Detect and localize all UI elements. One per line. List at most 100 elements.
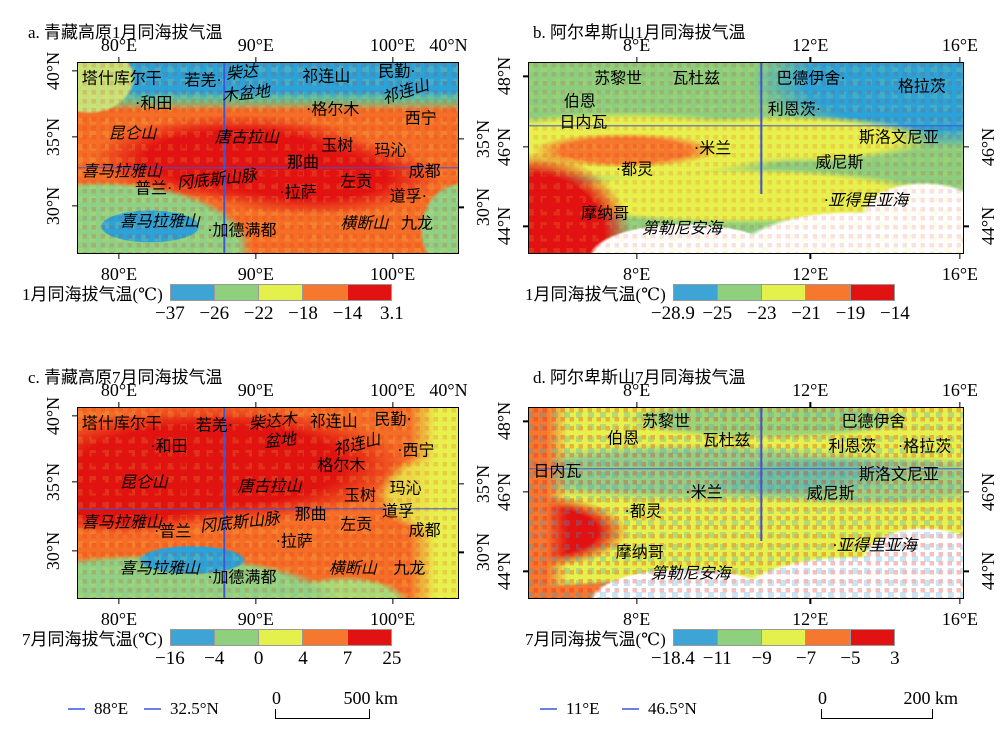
place-label: 道孚 <box>382 503 415 521</box>
lon-tick-label: 8°E <box>623 380 651 400</box>
place-label: 玛沁 <box>374 142 407 160</box>
axis-tick <box>118 402 120 408</box>
colorbar-segment <box>259 285 304 300</box>
blue-line-icon <box>540 707 557 711</box>
place-label: 日内瓦 <box>559 114 608 132</box>
scale-start-label: 0 <box>272 688 281 708</box>
place-label: ·普兰 <box>154 523 192 541</box>
colorbar-tick-value: −19 <box>835 303 866 324</box>
lon-tick-label: 16°E <box>941 35 979 55</box>
colorbar-tick-value: 3.1 <box>379 303 404 324</box>
place-label: 柴达 <box>225 63 259 84</box>
colorbar-segment <box>718 630 763 645</box>
axis-tick <box>523 75 529 77</box>
colorbar-tick-value: 25 <box>382 648 402 669</box>
axis-tick <box>963 490 969 493</box>
place-label: 伯恩 <box>607 430 640 448</box>
place-label: ·亚得里亚海 <box>832 537 917 555</box>
axis-tick <box>959 402 961 408</box>
place-label: 喜马拉雅山 <box>119 560 200 578</box>
lat-tick-label: 35°N <box>473 464 493 504</box>
lat-tick-label: 48°N <box>494 402 514 441</box>
colorbar-ticks: −16 −4 0 4 7 25 <box>155 646 401 672</box>
lon-tick-label: 8°E <box>623 264 651 284</box>
axis-tick <box>72 69 78 72</box>
crosshair-vertical-line <box>223 408 225 598</box>
axis-tick <box>458 483 464 485</box>
colorbar-tick-value: 3 <box>890 648 900 669</box>
place-label: 威尼斯 <box>815 154 864 172</box>
place-label: 苏黎世 <box>641 413 690 431</box>
place-label: ·拉萨 <box>279 184 317 202</box>
colorbar-segment <box>215 285 260 300</box>
axis-tick <box>118 598 120 604</box>
colorbar-tick-value: −14 <box>879 303 910 324</box>
colorbar-tick-value: 0 <box>253 648 264 669</box>
lat-tick-label: 30°N <box>43 531 63 570</box>
lon-tick-label: 16°E <box>941 609 979 629</box>
axis-tick <box>458 138 464 140</box>
place-label: 若羌· <box>195 417 234 435</box>
place-label: 喜马拉雅山 <box>81 163 162 181</box>
axis-tick <box>959 57 961 63</box>
colorbar-bar <box>169 629 392 646</box>
colorbar-bar <box>672 284 895 301</box>
panel-title: a. 青藏高原1月同海拔气温 <box>28 23 223 43</box>
colorbar-segment <box>215 630 260 645</box>
colorbar-segment <box>850 285 894 300</box>
place-label: 巴德伊舍 <box>841 413 906 431</box>
axis-tick <box>963 145 969 148</box>
colorbar-segment <box>347 285 391 300</box>
place-label: 民勤· <box>378 63 416 81</box>
axis-tick <box>255 402 257 408</box>
lon-tick-label: 12°E <box>792 264 829 284</box>
panel-title: b. 阿尔卑斯山1月同海拔气温 <box>533 23 746 43</box>
lat-tick-label: 46°N <box>978 127 998 166</box>
scale-bar-labels: 0 200 km <box>818 688 958 709</box>
colorbar-segment <box>259 630 304 645</box>
scale-bar-labels: 0 500 km <box>272 688 398 709</box>
axis-tick <box>391 402 394 408</box>
panel-tibet-july: c. 青藏高原7月同海拔气温 80°E 80°E 90°E 90°E 100°E 100°… <box>0 345 500 690</box>
place-label: 摩纳哥 <box>615 544 664 562</box>
colorbar-segment <box>762 285 807 300</box>
colorbar-tick-value: 4 <box>298 648 308 669</box>
lat-tick-label: 30°N <box>43 186 63 225</box>
colorbar: −16 −4 0 4 7 25 <box>155 629 401 672</box>
axis-tick <box>963 570 969 573</box>
crosshair-horizontal-line <box>78 166 458 169</box>
place-label: 瓦杜兹 <box>702 432 751 450</box>
place-label: ·和田 <box>135 95 173 113</box>
lon-tick-label: 100°E <box>370 380 416 400</box>
colorbar-segment <box>762 630 807 645</box>
lat-tick-label: 44°N <box>494 552 514 591</box>
place-label: 祁连山 <box>309 413 358 431</box>
place-label: 祁连山 <box>331 431 382 460</box>
colorbar: −37 −26 −22 −18 −14 3.1 <box>155 284 404 327</box>
colorbar-segment <box>303 285 348 300</box>
corner-lat-label: 40°N <box>429 35 468 55</box>
place-label: ·格拉茨 <box>897 438 952 456</box>
axis-tick <box>635 402 638 408</box>
place-label: 喜马拉雅山 <box>119 213 200 231</box>
axis-tick <box>255 57 257 63</box>
colorbar-segment <box>170 630 216 645</box>
place-label: 日内瓦 <box>533 463 582 481</box>
colorbar-segment <box>347 630 391 645</box>
blue-line-icon <box>68 707 85 711</box>
place-label: 伯恩 <box>563 93 596 111</box>
axis-tick <box>391 57 394 63</box>
map-alps-july: 8°E 8°E 12°E 12°E 16°E 16°E 48°N 46°N 44°N 46°N 44… <box>494 381 998 628</box>
place-label: ·都灵 <box>624 503 662 521</box>
scale-end-label: 200 km <box>903 688 958 708</box>
place-label: 唐古拉山 <box>214 129 279 147</box>
place-label: 左贡 <box>340 516 373 534</box>
crosshair-vertical-line <box>760 408 762 541</box>
colorbar-tick-value: −7 <box>795 648 817 669</box>
axis-tick <box>809 57 811 63</box>
lon-tick-label: 80°E <box>100 264 138 284</box>
axis-tick <box>458 206 464 209</box>
colorbar-ticks: −28.9 −25 −23 −21 −19 −14 <box>651 301 910 327</box>
legend-latitude-line: 32.5°N <box>144 699 219 719</box>
place-label: 威尼斯 <box>806 485 855 503</box>
